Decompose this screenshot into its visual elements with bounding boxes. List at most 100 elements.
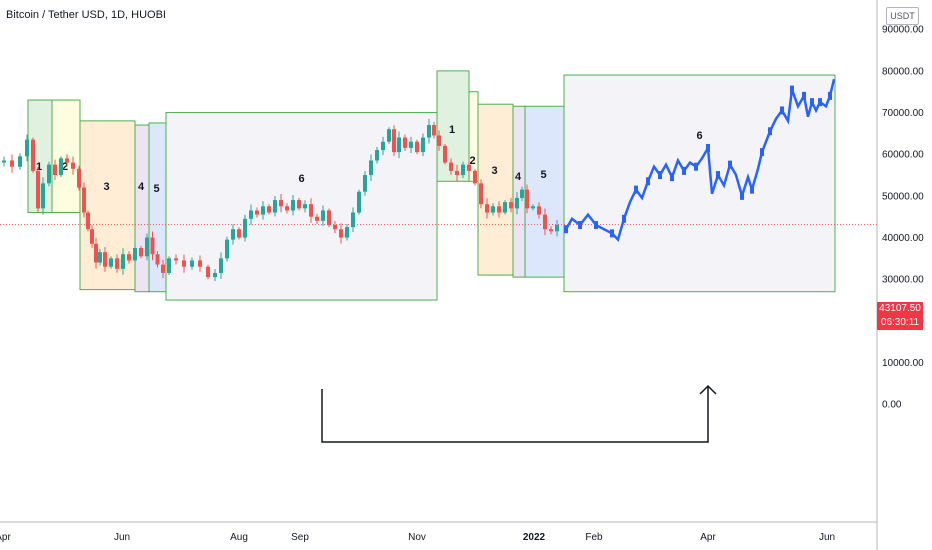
candle bbox=[415, 141, 419, 153]
candle bbox=[94, 243, 98, 263]
y-tick-label: 70000.00 bbox=[882, 108, 924, 119]
candle bbox=[531, 206, 535, 209]
projection-bar bbox=[682, 166, 686, 175]
candle bbox=[47, 164, 51, 184]
x-tick-label: Jun bbox=[114, 532, 130, 543]
wave-box bbox=[524, 105, 565, 278]
candle bbox=[127, 254, 131, 261]
candle bbox=[182, 260, 186, 267]
candle bbox=[255, 210, 259, 215]
candle bbox=[291, 200, 295, 211]
candle bbox=[25, 139, 29, 157]
candle bbox=[543, 214, 547, 230]
projection-bar bbox=[694, 162, 698, 171]
candle bbox=[237, 229, 241, 238]
candle bbox=[285, 206, 289, 211]
candle bbox=[421, 137, 425, 153]
candle bbox=[381, 141, 385, 151]
candle bbox=[77, 168, 81, 188]
candle bbox=[213, 272, 217, 278]
candle bbox=[86, 212, 90, 230]
candle bbox=[174, 258, 178, 261]
wave-label: 5 bbox=[153, 183, 159, 195]
candle bbox=[103, 252, 107, 267]
candle bbox=[549, 229, 553, 232]
candle bbox=[65, 158, 69, 163]
candle bbox=[121, 254, 125, 269]
projection-bar bbox=[740, 191, 744, 200]
last-price-value: 43107.50 bbox=[879, 303, 921, 314]
y-tick-label: 60000.00 bbox=[882, 150, 924, 161]
last-price-tag: 43107.50 06:30:11 bbox=[877, 302, 923, 330]
candle bbox=[555, 225, 559, 232]
candle bbox=[115, 258, 119, 269]
projection-bar bbox=[818, 98, 822, 107]
bar-countdown: 06:30:11 bbox=[880, 317, 920, 328]
candle bbox=[273, 200, 277, 213]
candle bbox=[363, 175, 367, 192]
projection-bar bbox=[750, 185, 754, 194]
candle bbox=[109, 258, 113, 267]
projection-bar bbox=[706, 143, 710, 152]
projection-bar bbox=[634, 185, 638, 194]
candle bbox=[82, 187, 86, 213]
candle bbox=[491, 206, 495, 213]
candle bbox=[161, 264, 165, 273]
candle bbox=[219, 258, 223, 273]
candle bbox=[467, 164, 471, 171]
candle bbox=[190, 260, 194, 267]
candle bbox=[155, 254, 160, 265]
candle bbox=[503, 202, 507, 213]
candle bbox=[267, 206, 271, 213]
y-tick-label: 10000.00 bbox=[882, 358, 924, 369]
wave-label: 4 bbox=[138, 181, 145, 193]
wave-label: 5 bbox=[540, 169, 546, 181]
wave-box bbox=[563, 74, 836, 293]
candle bbox=[479, 183, 483, 205]
x-tick-label: Jun bbox=[819, 532, 835, 543]
candle bbox=[90, 229, 94, 244]
unit-label[interactable]: USDT bbox=[886, 7, 919, 25]
candle bbox=[71, 162, 75, 169]
wave-label: 2 bbox=[469, 155, 475, 167]
x-tick-label: Apr bbox=[700, 532, 716, 543]
projection-bar bbox=[646, 177, 650, 186]
projection-bar bbox=[578, 221, 582, 230]
wave-label: 4 bbox=[515, 171, 522, 183]
arrow-head bbox=[699, 384, 717, 395]
candle bbox=[409, 141, 413, 148]
y-tick-label: 50000.00 bbox=[882, 191, 924, 202]
candle bbox=[41, 183, 45, 209]
candle bbox=[432, 125, 436, 136]
candle bbox=[167, 258, 171, 273]
candle bbox=[485, 204, 489, 213]
y-tick-label: 30000.00 bbox=[882, 275, 924, 286]
candle bbox=[357, 191, 361, 213]
candle bbox=[327, 210, 331, 226]
wave-label: 1 bbox=[36, 161, 42, 173]
wave-box bbox=[51, 99, 81, 214]
x-tick-label: 2022 bbox=[523, 532, 546, 543]
candle bbox=[10, 160, 14, 167]
candle bbox=[53, 164, 57, 176]
candle bbox=[351, 212, 355, 228]
candle bbox=[515, 197, 519, 209]
projection-bar bbox=[810, 98, 814, 107]
candle bbox=[297, 200, 301, 209]
candle bbox=[243, 218, 247, 238]
candle bbox=[339, 229, 343, 238]
wave-box bbox=[79, 120, 136, 291]
candle bbox=[369, 160, 373, 176]
candle bbox=[537, 206, 541, 215]
candle bbox=[403, 137, 407, 148]
projection-bar bbox=[670, 173, 674, 182]
candle bbox=[427, 125, 431, 138]
candle bbox=[497, 206, 501, 213]
x-tick-label: Apr bbox=[0, 532, 11, 543]
wave-label: 3 bbox=[103, 181, 109, 193]
projection-bar bbox=[802, 91, 806, 100]
candle bbox=[525, 189, 529, 209]
wave-box bbox=[134, 124, 150, 293]
candle bbox=[303, 204, 307, 209]
